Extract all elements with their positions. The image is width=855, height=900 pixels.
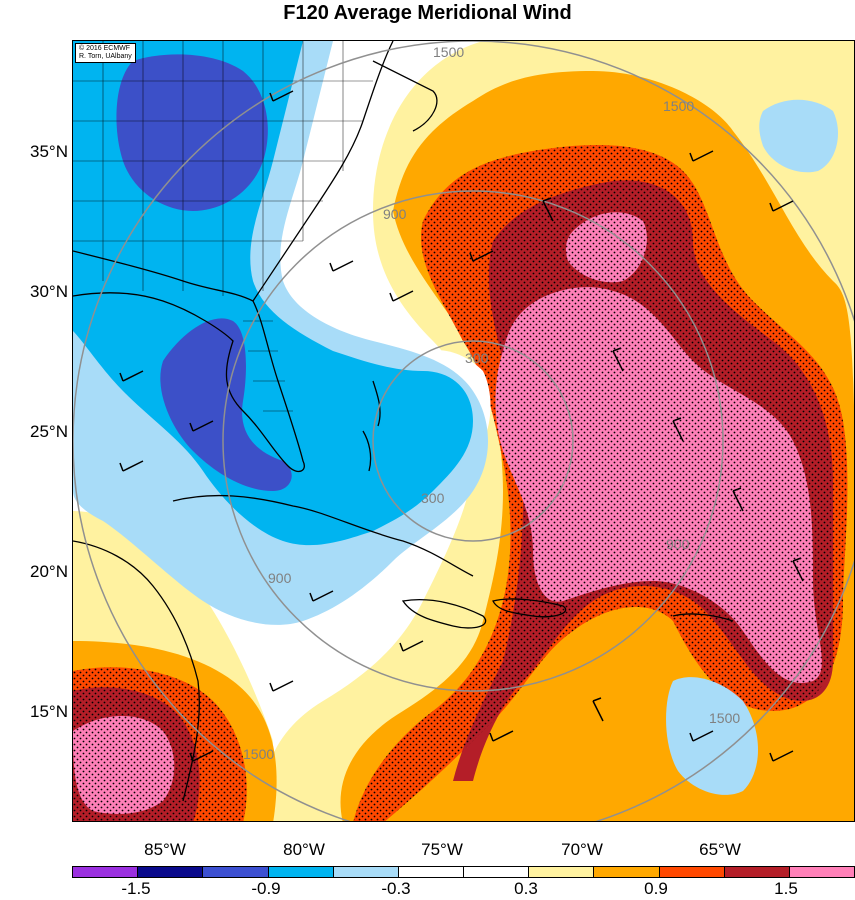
shade-lightblue-ne (759, 99, 838, 173)
lat-label: 25°N (30, 422, 68, 441)
colorbar (72, 866, 855, 878)
shade-lightblue-se (666, 677, 758, 795)
lon-label: 70°W (561, 840, 603, 859)
colorbar-label: 1.5 (774, 879, 798, 898)
ring-label: 1500 (709, 710, 740, 726)
wind-barbs (119, 90, 804, 762)
credit-line-1: © 2016 ECMWF (79, 45, 131, 52)
colorbar-swatch (137, 867, 203, 877)
lon-label: 75°W (421, 840, 463, 859)
colorbar-swatch (397, 867, 464, 877)
lat-label: 15°N (30, 702, 68, 721)
colorbar-swatch (593, 867, 659, 877)
map-panel: 300 300 900 900 900 1500 1500 1500 1500 … (72, 40, 855, 822)
colorbar-label: -0.9 (251, 879, 281, 898)
shade-darkblue-nw (116, 54, 268, 211)
colorbar-label: -0.3 (381, 879, 411, 898)
ring-label: 900 (268, 570, 292, 586)
ring-label: 1500 (433, 44, 464, 60)
colorbar-swatch (202, 867, 268, 877)
lon-label: 80°W (283, 840, 325, 859)
lon-label: 65°W (699, 840, 741, 859)
colorbar-swatch (528, 867, 594, 877)
credit-line-2: R. Torn, UAlbany (79, 53, 132, 60)
coastlines (73, 41, 734, 802)
colorbar-swatch (463, 867, 529, 877)
shade-dots-east (353, 145, 848, 821)
colorbar-swatch (267, 867, 333, 877)
colorbar-swatch (788, 867, 855, 877)
field-svg: 300 300 900 900 900 1500 1500 1500 1500 (73, 41, 854, 821)
colorbar-swatch (73, 867, 138, 877)
lon-label: 85°W (144, 840, 186, 859)
colorbar-swatch (723, 867, 789, 877)
colorbar-label: -1.5 (121, 879, 151, 898)
colorbar-label: 0.3 (514, 879, 538, 898)
lat-label: 30°N (30, 282, 68, 301)
range-ring-labels: 300 300 900 900 900 1500 1500 1500 1500 (243, 44, 740, 762)
colorbar-swatch (658, 867, 724, 877)
ring-label: 300 (421, 490, 445, 506)
map-title: F120 Average Meridional Wind (283, 2, 572, 24)
lat-label: 20°N (30, 562, 68, 581)
credit-box: © 2016 ECMWF R. Torn, UAlbany (75, 43, 136, 63)
colorbar-label: 0.9 (644, 879, 668, 898)
colorbar-swatch (332, 867, 398, 877)
range-rings (73, 41, 854, 821)
lat-label: 35°N (30, 142, 68, 161)
ring-label: 1500 (243, 746, 274, 762)
ring-label: 900 (383, 206, 407, 222)
ring-label: 900 (666, 536, 690, 552)
ring-label: 300 (465, 350, 489, 366)
ring-label: 1500 (663, 98, 694, 114)
shade-dots-sw (73, 667, 247, 821)
